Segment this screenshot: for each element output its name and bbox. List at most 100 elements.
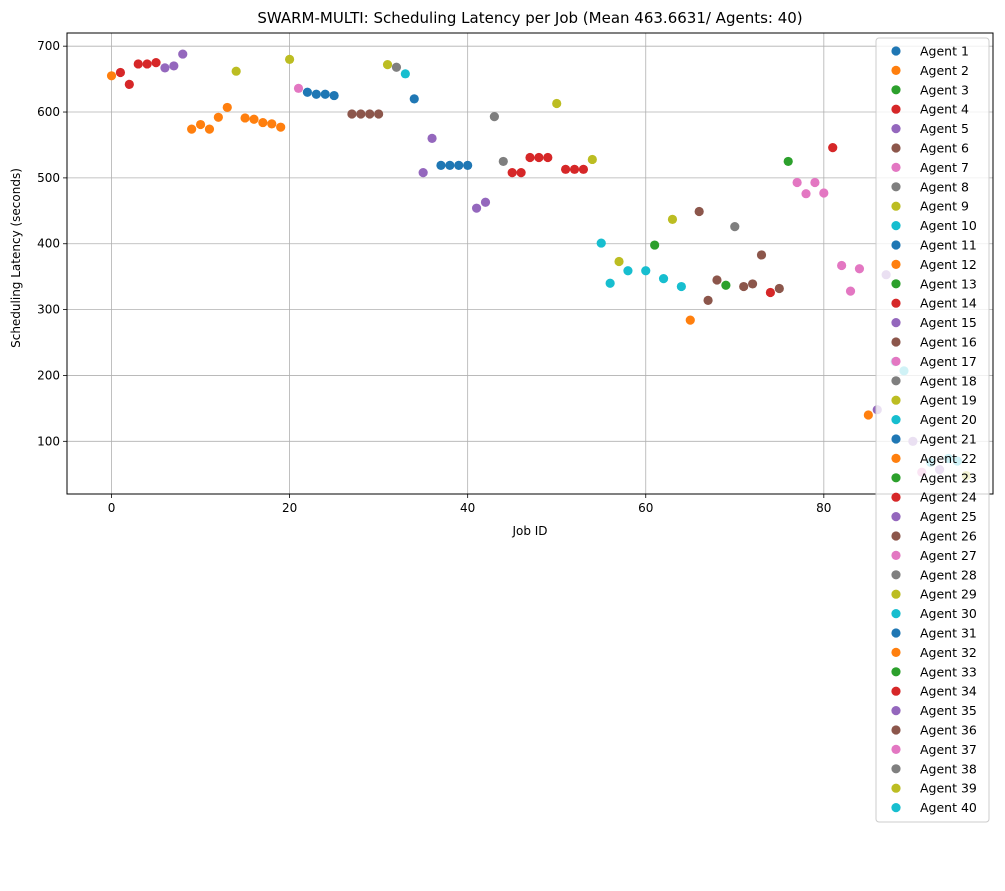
data-point <box>409 94 419 104</box>
data-point <box>320 89 330 99</box>
legend-label: Agent 32 <box>920 645 977 660</box>
data-point <box>587 154 597 165</box>
legend-marker <box>891 162 901 172</box>
legend-marker <box>891 434 901 444</box>
legend-label: Agent 14 <box>920 296 977 311</box>
data-point <box>676 281 686 292</box>
legend-label: Agent 6 <box>920 141 969 156</box>
legend-label: Agent 34 <box>920 684 977 699</box>
data-point <box>213 112 223 122</box>
data-point <box>374 109 384 119</box>
data-point <box>115 67 126 78</box>
legend-marker <box>891 376 901 386</box>
data-point <box>739 281 749 292</box>
data-point <box>427 133 437 143</box>
data-point <box>605 278 615 288</box>
data-point <box>160 63 170 73</box>
data-point <box>356 109 366 119</box>
data-point <box>267 119 277 129</box>
data-point <box>774 283 784 294</box>
legend-label: Agent 38 <box>920 761 977 776</box>
data-point <box>471 203 482 213</box>
legend-marker <box>891 725 901 735</box>
legend-marker <box>891 531 901 541</box>
legend-label: Agent 22 <box>920 451 977 466</box>
data-point <box>596 238 606 248</box>
legend-marker <box>891 337 901 347</box>
legend-label: Agent 13 <box>920 276 977 291</box>
legend-label: Agent 29 <box>920 587 977 602</box>
data-point <box>845 286 856 296</box>
x-tick-label: 0 <box>108 501 116 515</box>
data-point <box>828 142 838 153</box>
legend-label: Agent 15 <box>920 315 977 330</box>
data-point <box>391 62 402 72</box>
legend-label: Agent 21 <box>920 432 977 447</box>
data-point <box>721 280 731 290</box>
data-point <box>418 168 428 178</box>
legend-label: Agent 16 <box>920 335 977 350</box>
data-point <box>302 87 313 97</box>
data-point <box>685 315 695 325</box>
legend-label: Agent 31 <box>920 626 977 641</box>
legend-label: Agent 1 <box>920 44 969 59</box>
y-tick-label: 400 <box>37 237 60 251</box>
legend-label: Agent 10 <box>920 218 977 233</box>
data-point <box>178 49 188 59</box>
data-point <box>463 160 473 170</box>
data-point <box>703 295 713 305</box>
legend-marker <box>891 706 901 716</box>
data-point <box>801 189 811 199</box>
data-point <box>552 98 562 109</box>
data-point <box>276 122 286 132</box>
y-tick-label: 600 <box>37 105 60 119</box>
legend-label: Agent 27 <box>920 548 977 563</box>
data-point <box>436 160 446 170</box>
legend-label: Agent 8 <box>920 179 969 194</box>
data-point <box>783 156 793 167</box>
legend-marker <box>891 356 901 366</box>
legend-marker <box>891 240 901 250</box>
data-point <box>667 214 678 224</box>
data-point <box>543 152 553 163</box>
data-point <box>382 60 393 70</box>
legend-marker <box>891 511 901 522</box>
legend-marker <box>891 686 901 696</box>
x-tick-label: 60 <box>638 501 653 515</box>
data-point <box>400 69 410 79</box>
legend-label: Agent 17 <box>920 354 977 369</box>
legend-marker <box>891 589 901 599</box>
legend-marker <box>891 570 901 580</box>
data-point <box>569 164 580 174</box>
legend-marker <box>891 744 901 755</box>
legend-marker <box>891 279 901 289</box>
data-point <box>507 168 517 178</box>
legend-marker <box>891 65 901 75</box>
data-point <box>863 410 873 420</box>
x-tick-label: 40 <box>460 501 475 515</box>
legend-marker <box>891 221 901 231</box>
legend-marker <box>891 609 901 619</box>
y-tick-label: 200 <box>37 368 60 382</box>
data-point <box>756 250 767 260</box>
legend-marker <box>891 124 901 134</box>
legend-marker <box>891 182 901 192</box>
data-point <box>124 79 134 89</box>
y-tick-label: 300 <box>37 303 60 317</box>
legend-label: Agent 24 <box>920 490 977 505</box>
legend-label: Agent 25 <box>920 509 977 524</box>
legend-label: Agent 40 <box>920 800 977 815</box>
data-point <box>249 114 259 124</box>
legend-marker <box>891 104 901 114</box>
legend-label: Agent 37 <box>920 742 977 757</box>
data-point <box>650 240 660 250</box>
axis-ticks: 0 20 40 60 80 100 200 300 400 500 600 700 <box>37 39 831 515</box>
legend-label: Agent 18 <box>920 373 977 388</box>
legend-label: Agent 39 <box>920 781 977 796</box>
data-point <box>445 160 455 170</box>
data-point <box>204 124 215 134</box>
data-point <box>329 90 339 101</box>
legend-label: Agent 11 <box>920 238 977 253</box>
data-point <box>195 119 206 130</box>
